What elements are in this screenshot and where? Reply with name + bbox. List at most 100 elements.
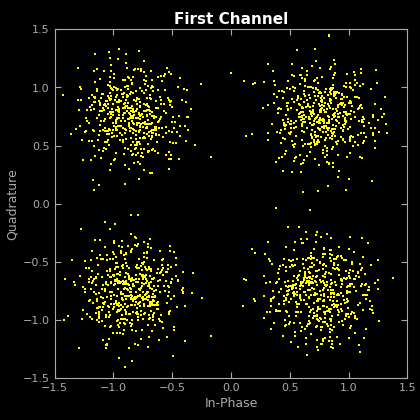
Channel 1 [110,291,117,298]
Channel 1 [309,263,315,270]
Channel 1 [118,301,124,308]
Channel 1 [322,311,328,318]
Channel 1 [129,113,136,119]
Channel 1 [352,114,359,121]
Channel 1 [273,279,279,286]
Channel 1 [152,98,159,105]
Channel 1 [128,274,135,281]
Channel 1 [157,247,163,254]
Channel 1 [306,269,312,276]
Channel 1 [136,291,143,298]
Channel 1 [312,232,319,239]
Channel 1 [349,102,355,109]
Channel 1 [318,327,324,333]
Channel 1 [77,273,84,280]
Channel 1 [101,67,108,74]
Channel 1 [346,334,353,341]
Channel 1 [112,281,119,287]
Channel 1 [340,109,347,116]
Channel 1 [146,280,152,287]
Channel 1 [145,266,152,273]
Channel 1 [316,115,323,121]
Channel 1 [150,87,157,94]
Channel 1 [130,151,137,158]
Channel 1 [344,287,350,294]
Channel 1 [132,152,139,158]
Channel 1 [314,119,321,126]
Channel 1 [183,99,189,105]
Channel 1 [345,313,352,320]
Channel 1 [289,285,296,292]
Channel 1 [330,111,336,118]
Channel 1 [99,274,105,281]
Channel 1 [310,122,316,129]
Channel 1 [118,117,124,124]
Channel 1 [173,139,180,146]
Channel 1 [281,125,288,132]
Channel 1 [311,111,318,118]
Channel 1 [116,98,123,105]
Channel 1 [302,140,308,147]
Channel 1 [289,284,296,290]
Channel 1 [122,273,129,280]
Channel 1 [291,328,298,335]
Channel 1 [368,124,375,131]
Channel 1 [132,298,139,305]
Channel 1 [111,272,118,278]
Channel 1 [320,286,327,293]
Channel 1 [358,155,365,161]
Channel 1 [98,118,105,125]
Channel 1 [370,112,376,118]
Channel 1 [148,244,155,251]
Channel 1 [171,323,178,330]
Channel 1 [141,58,148,65]
Channel 1 [343,283,350,290]
Channel 1 [131,67,138,74]
Channel 1 [325,132,331,139]
Channel 1 [119,291,126,297]
Channel 1 [72,282,79,289]
Channel 1 [122,130,129,136]
Channel 1 [121,281,127,288]
Channel 1 [317,65,323,72]
Channel 1 [155,306,162,312]
Channel 1 [113,260,120,267]
Channel 1 [143,77,150,84]
Channel 1 [299,159,306,166]
Channel 1 [105,81,111,88]
Channel 1 [292,308,299,315]
Channel 1 [312,92,319,99]
Channel 1 [143,255,150,262]
Channel 1 [150,113,157,119]
Channel 1 [305,304,312,310]
Channel 1 [116,308,123,315]
Channel 1 [94,296,100,302]
Channel 1 [352,77,358,84]
Channel 1 [109,249,116,255]
Channel 1 [128,289,134,296]
Channel 1 [141,76,147,83]
Channel 1 [354,106,361,113]
Channel 1 [313,344,320,350]
Channel 1 [354,269,361,276]
Channel 1 [310,291,317,298]
Channel 1 [108,92,114,99]
Channel 1 [275,105,282,112]
Channel 1 [285,321,292,328]
Channel 1 [289,72,295,79]
Channel 1 [147,108,154,114]
Channel 1 [363,291,370,298]
Channel 1 [102,311,109,318]
Channel 1 [90,126,97,133]
Channel 1 [95,131,102,138]
Channel 1 [338,125,345,132]
Channel 1 [148,126,155,133]
Channel 1 [242,132,249,139]
Channel 1 [116,97,122,103]
Channel 1 [317,119,324,126]
Channel 1 [374,79,381,86]
Channel 1 [113,271,120,278]
Channel 1 [343,312,349,319]
Channel 1 [299,240,305,247]
Channel 1 [150,146,156,152]
